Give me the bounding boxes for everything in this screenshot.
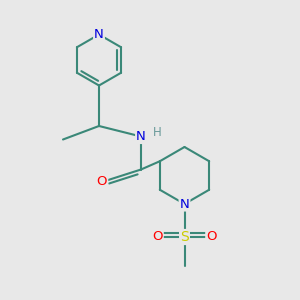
Text: N: N <box>180 197 189 211</box>
Text: O: O <box>152 230 163 244</box>
Text: N: N <box>94 28 104 41</box>
Text: O: O <box>206 230 217 244</box>
Text: N: N <box>136 130 146 143</box>
Text: O: O <box>97 175 107 188</box>
Text: S: S <box>180 230 189 244</box>
Text: H: H <box>153 126 162 140</box>
